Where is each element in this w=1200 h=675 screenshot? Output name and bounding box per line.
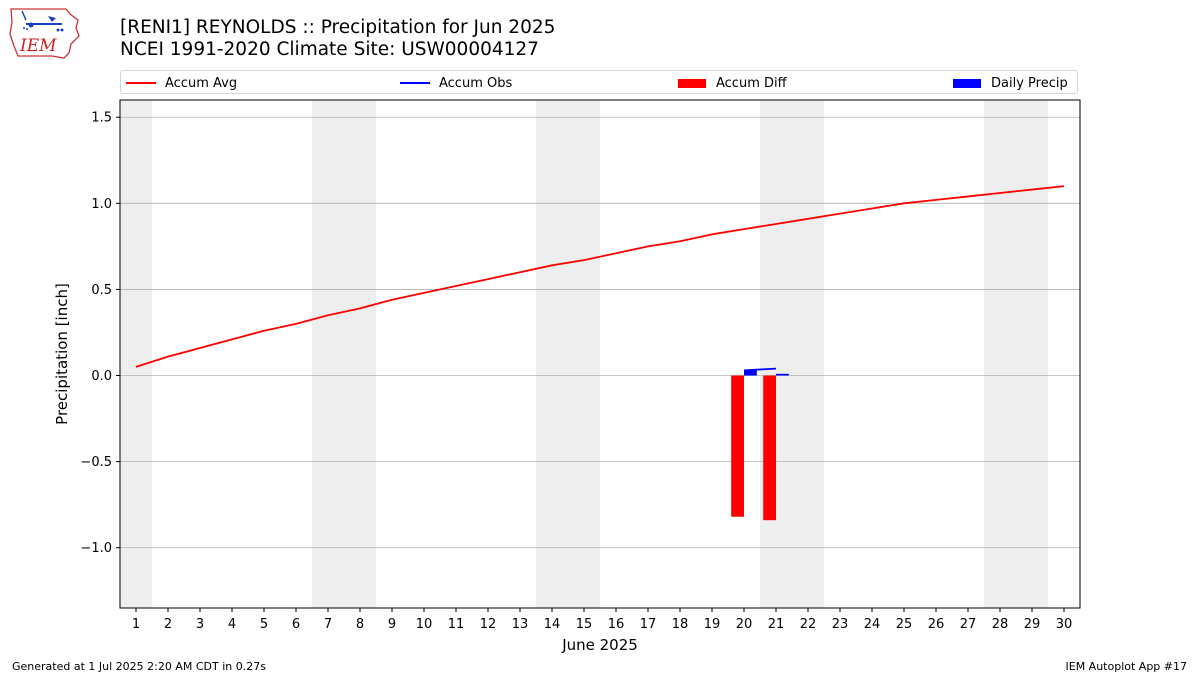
app-note: IEM Autoplot App #17 xyxy=(1065,660,1188,673)
legend: Accum Avg Accum Obs Accum Diff Daily Pre… xyxy=(120,70,1078,94)
x-tick-label: 9 xyxy=(388,617,396,632)
legend-swatch-accum-obs xyxy=(400,82,430,84)
x-tick-label: 3 xyxy=(196,617,204,632)
x-tick-label: 20 xyxy=(736,617,753,632)
title-line-1: [RENI1] REYNOLDS :: Precipitation for Ju… xyxy=(120,17,556,38)
x-tick-label: 28 xyxy=(992,617,1009,632)
legend-label-accum-diff: Accum Diff xyxy=(716,75,787,91)
x-tick-label: 23 xyxy=(832,617,849,632)
y-tick-label: 0.0 xyxy=(91,369,112,384)
daily-precip-bar xyxy=(744,370,757,376)
legend-item-accum-diff: Accum Diff xyxy=(678,74,787,92)
plot-frame xyxy=(119,99,1081,609)
chart-title: [RENI1] REYNOLDS :: Precipitation for Ju… xyxy=(120,17,555,61)
legend-label-daily-precip: Daily Precip xyxy=(991,75,1068,91)
generated-note: Generated at 1 Jul 2025 2:20 AM CDT in 0… xyxy=(12,660,266,673)
accum-obs-line xyxy=(743,367,777,372)
y-axis-label: Precipitation [inch] xyxy=(53,283,71,425)
legend-item-daily-precip: Daily Precip xyxy=(953,74,1068,92)
x-tick-label: 30 xyxy=(1056,617,1073,632)
x-tick-label: 19 xyxy=(704,617,721,632)
legend-item-accum-obs: Accum Obs xyxy=(400,74,512,92)
legend-swatch-accum-avg xyxy=(126,82,156,84)
accum-diff-bar xyxy=(763,375,776,521)
y-tick-label: 1.0 xyxy=(91,197,112,212)
x-tick-label: 27 xyxy=(960,617,977,632)
x-tick-label: 6 xyxy=(292,617,300,632)
y-tick-label: −1.0 xyxy=(80,541,112,556)
accum-diff-bar xyxy=(731,375,744,517)
x-tick-label: 16 xyxy=(608,617,625,632)
y-tick-label: 1.5 xyxy=(91,111,112,126)
x-tick-label: 29 xyxy=(1024,617,1041,632)
x-axis-label: June 2025 xyxy=(561,636,638,654)
x-tick-label: 22 xyxy=(800,617,817,632)
legend-label-accum-avg: Accum Avg xyxy=(165,75,238,91)
legend-swatch-daily-precip xyxy=(953,78,981,88)
x-tick-label: 26 xyxy=(928,617,945,632)
x-tick-label: 8 xyxy=(356,617,364,632)
x-tick-label: 5 xyxy=(260,617,268,632)
x-tick-label: 13 xyxy=(512,617,529,632)
x-tick-label: 18 xyxy=(672,617,689,632)
x-tick-label: 12 xyxy=(480,617,497,632)
iem-logo: IEM xyxy=(8,6,80,60)
x-tick-label: 7 xyxy=(324,617,332,632)
x-tick-label: 15 xyxy=(576,617,593,632)
accum-avg-line xyxy=(135,185,1065,368)
y-tick-label: −0.5 xyxy=(80,455,112,470)
weekend-band xyxy=(536,100,600,608)
weekend-band xyxy=(984,100,1048,608)
x-tick-label: 14 xyxy=(544,617,561,632)
x-tick-label: 17 xyxy=(640,617,657,632)
x-tick-label: 11 xyxy=(448,617,465,632)
x-tick-label: 21 xyxy=(768,617,785,632)
x-tick-label: 2 xyxy=(164,617,172,632)
weekend-band xyxy=(312,100,376,608)
legend-swatch-accum-diff xyxy=(678,78,706,88)
x-tick-label: 24 xyxy=(864,617,881,632)
weekend-band xyxy=(120,100,152,608)
title-line-2: NCEI 1991-2020 Climate Site: USW00004127 xyxy=(120,39,539,60)
logo-text: IEM xyxy=(19,36,57,56)
x-tick-label: 25 xyxy=(896,617,913,632)
x-tick-label: 4 xyxy=(228,617,236,632)
x-tick-label: 10 xyxy=(416,617,433,632)
daily-precip-bar xyxy=(776,373,789,376)
y-tick-label: 0.5 xyxy=(91,283,112,298)
weekend-band xyxy=(760,100,824,608)
legend-label-accum-obs: Accum Obs xyxy=(439,75,513,91)
legend-item-accum-avg: Accum Avg xyxy=(126,74,237,92)
x-tick-label: 1 xyxy=(132,617,140,632)
